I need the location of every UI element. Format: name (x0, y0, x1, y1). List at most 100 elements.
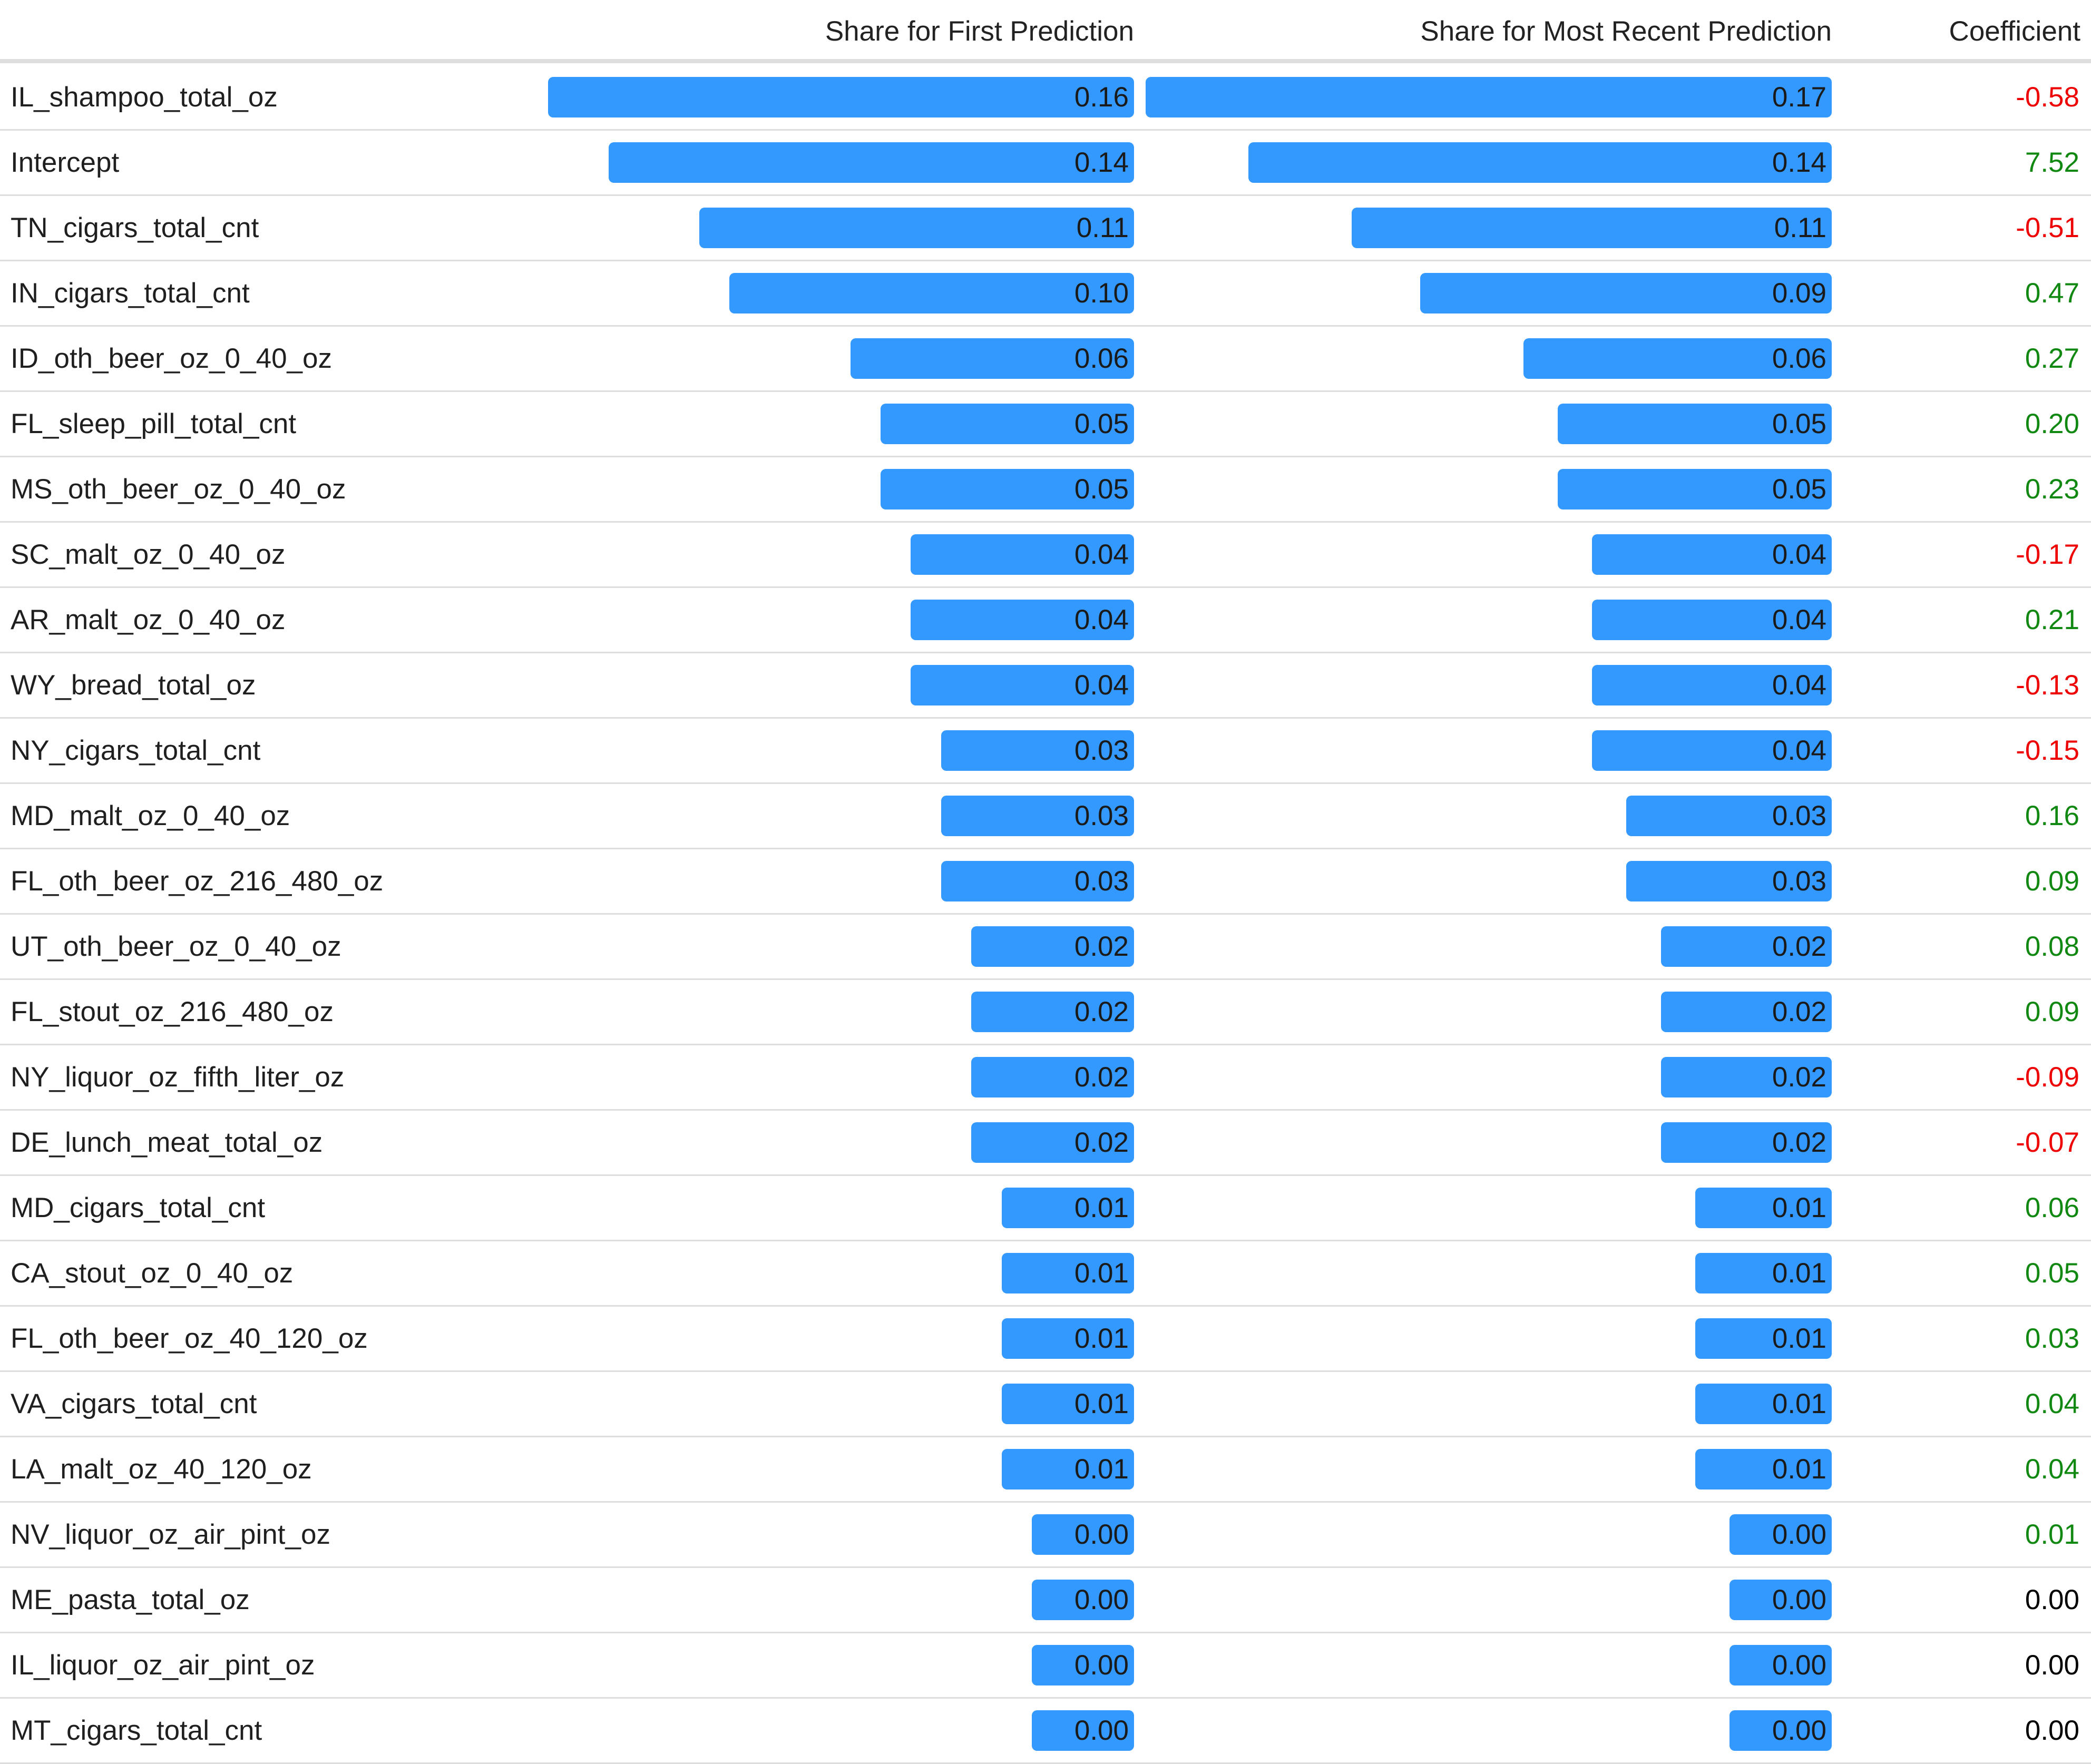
coefficient-value: 0.21 (2025, 604, 2079, 635)
header-coefficient: Coefficient (1949, 16, 2080, 47)
table-row: LA_malt_oz_40_120_oz 0.01 0.01 0.04 (0, 1437, 2091, 1503)
coefficient-value: 0.01 (2025, 1519, 2079, 1550)
recent-share-value: 0.01 (1772, 1192, 1826, 1223)
first-share-bar: 0.03 (941, 796, 1134, 836)
recent-share-value: 0.04 (1772, 604, 1826, 635)
table-row: FL_stout_oz_216_480_oz 0.02 0.02 0.09 (0, 980, 2091, 1045)
table-row: VA_cigars_total_cnt 0.01 0.01 0.04 (0, 1372, 2091, 1437)
first-share-value: 0.00 (1074, 1584, 1129, 1615)
feature-name: FL_stout_oz_216_480_oz (11, 996, 334, 1027)
table-row: AR_malt_oz_0_40_oz 0.04 0.04 0.21 (0, 588, 2091, 653)
first-share-value: 0.02 (1074, 996, 1129, 1027)
recent-share-value: 0.00 (1772, 1584, 1826, 1615)
recent-share-value: 0.00 (1772, 1519, 1826, 1550)
first-share-bar: 0.01 (1002, 1318, 1134, 1359)
feature-name: IN_cigars_total_cnt (11, 278, 250, 309)
first-share-bar: 0.03 (941, 861, 1134, 901)
feature-name: NY_liquor_oz_fifth_liter_oz (11, 1062, 345, 1093)
recent-share-bar: 0.06 (1523, 338, 1832, 379)
table-row: FL_oth_beer_oz_40_120_oz 0.01 0.01 0.03 (0, 1307, 2091, 1372)
first-share-bar: 0.01 (1002, 1449, 1134, 1489)
coefficient-value: 0.23 (2025, 474, 2079, 505)
table-row: SC_malt_oz_0_40_oz 0.04 0.04 -0.17 (0, 523, 2091, 588)
coefficient-value: -0.58 (2016, 82, 2079, 113)
first-share-value: 0.01 (1074, 1192, 1129, 1223)
recent-share-bar: 0.17 (1146, 77, 1832, 117)
coefficient-value: 0.04 (2025, 1454, 2079, 1485)
table-row: IL_liquor_oz_air_pint_oz 0.00 0.00 0.00 (0, 1633, 2091, 1699)
first-share-bar: 0.04 (911, 600, 1134, 640)
feature-name: MS_oth_beer_oz_0_40_oz (11, 474, 346, 505)
first-share-bar: 0.00 (1032, 1514, 1134, 1555)
coefficient-value: 7.52 (2025, 147, 2079, 178)
feature-name: IL_liquor_oz_air_pint_oz (11, 1650, 315, 1681)
recent-share-value: 0.11 (1774, 212, 1826, 243)
first-share-bar: 0.01 (1002, 1253, 1134, 1293)
first-share-value: 0.02 (1074, 1062, 1129, 1093)
table-row: FL_oth_beer_oz_216_480_oz 0.03 0.03 0.09 (0, 849, 2091, 915)
feature-name: NY_cigars_total_cnt (11, 735, 261, 766)
first-share-value: 0.01 (1074, 1388, 1129, 1419)
recent-share-value: 0.01 (1772, 1454, 1826, 1485)
table-row: CA_stout_oz_0_40_oz 0.01 0.01 0.05 (0, 1241, 2091, 1307)
first-share-bar: 0.11 (699, 208, 1134, 248)
recent-share-bar: 0.03 (1626, 796, 1832, 836)
feature-name: Intercept (11, 147, 120, 178)
first-share-value: 0.04 (1074, 539, 1129, 570)
recent-share-bar: 0.01 (1695, 1318, 1832, 1359)
first-share-value: 0.02 (1074, 1127, 1129, 1158)
recent-share-bar: 0.04 (1592, 534, 1832, 575)
feature-name: MD_malt_oz_0_40_oz (11, 800, 290, 831)
table-row: MD_cigars_total_cnt 0.01 0.01 0.06 (0, 1176, 2091, 1241)
first-share-bar: 0.04 (911, 665, 1134, 705)
coefficient-value: 0.47 (2025, 278, 2079, 309)
feature-name: TN_cigars_total_cnt (11, 212, 259, 243)
coefficient-value: 0.06 (2025, 1192, 2079, 1223)
first-share-bar: 0.00 (1032, 1710, 1134, 1751)
recent-share-value: 0.05 (1772, 408, 1826, 439)
recent-share-bar: 0.00 (1730, 1710, 1832, 1751)
recent-share-value: 0.02 (1772, 1062, 1826, 1093)
first-share-bar: 0.04 (911, 534, 1134, 575)
recent-share-bar: 0.02 (1661, 992, 1832, 1032)
coefficient-value: -0.13 (2016, 670, 2079, 701)
first-share-value: 0.02 (1074, 931, 1129, 962)
feature-name: DE_lunch_meat_total_oz (11, 1127, 323, 1158)
first-share-bar: 0.03 (941, 730, 1134, 771)
first-share-bar: 0.05 (881, 469, 1134, 509)
first-share-bar: 0.01 (1002, 1188, 1134, 1228)
recent-share-bar: 0.04 (1592, 600, 1832, 640)
table-row: UT_oth_beer_oz_0_40_oz 0.02 0.02 0.08 (0, 915, 2091, 980)
recent-share-bar: 0.00 (1730, 1514, 1832, 1555)
first-share-value: 0.03 (1074, 800, 1129, 831)
recent-share-bar: 0.11 (1352, 208, 1832, 248)
feature-name: MT_cigars_total_cnt (11, 1715, 262, 1746)
first-share-bar: 0.06 (851, 338, 1134, 379)
recent-share-bar: 0.05 (1558, 404, 1832, 444)
recent-share-value: 0.03 (1772, 866, 1826, 897)
table-row: ME_pasta_total_oz 0.00 0.00 0.00 (0, 1568, 2091, 1633)
feature-name: SC_malt_oz_0_40_oz (11, 539, 286, 570)
first-share-bar: 0.02 (971, 992, 1134, 1032)
feature-name: AR_malt_oz_0_40_oz (11, 604, 286, 635)
recent-share-value: 0.06 (1772, 343, 1826, 374)
header-first-prediction: Share for First Prediction (825, 16, 1134, 47)
first-share-value: 0.03 (1074, 866, 1129, 897)
first-share-value: 0.00 (1074, 1519, 1129, 1550)
first-share-value: 0.00 (1074, 1650, 1129, 1681)
first-share-value: 0.16 (1074, 82, 1129, 113)
feature-name: FL_oth_beer_oz_216_480_oz (11, 866, 384, 897)
coefficient-value: -0.17 (2016, 539, 2079, 570)
recent-share-bar: 0.00 (1730, 1580, 1832, 1620)
coefficient-value: 0.27 (2025, 343, 2079, 374)
recent-share-value: 0.01 (1772, 1388, 1826, 1419)
first-share-bar: 0.02 (971, 1122, 1134, 1163)
coefficient-value: -0.07 (2016, 1127, 2079, 1158)
feature-name: CA_stout_oz_0_40_oz (11, 1258, 294, 1289)
recent-share-value: 0.01 (1772, 1323, 1826, 1354)
recent-share-value: 0.09 (1772, 278, 1826, 309)
table-row: ID_oth_beer_oz_0_40_oz 0.06 0.06 0.27 (0, 327, 2091, 392)
first-share-value: 0.01 (1074, 1258, 1129, 1289)
table-row: MD_malt_oz_0_40_oz 0.03 0.03 0.16 (0, 784, 2091, 849)
